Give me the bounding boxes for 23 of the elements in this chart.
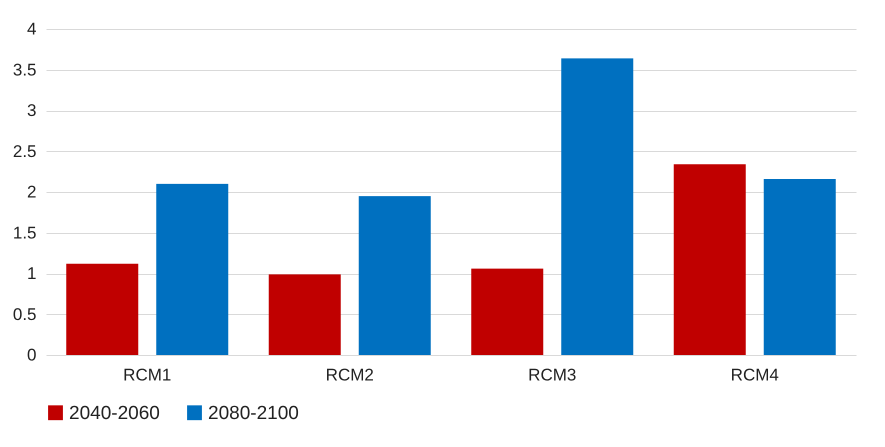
y-tick-label: 1.5	[12, 223, 36, 242]
y-tick-label: 0.5	[12, 304, 36, 324]
y-tick-label: 3	[27, 101, 36, 120]
y-tick-label: 0	[27, 346, 36, 364]
y-tick-label: 1	[27, 264, 36, 283]
y-tick-label: 2	[27, 182, 36, 202]
bar	[471, 268, 544, 355]
bar	[674, 164, 746, 355]
legend-label: 2080-2100	[208, 402, 299, 424]
bar	[764, 178, 836, 355]
y-tick-label: 3.5	[12, 60, 36, 80]
x-tick-label: RCM1	[123, 366, 172, 384]
x-tick-label: RCM4	[730, 366, 779, 384]
y-tick-label: 4	[27, 20, 36, 38]
bar	[268, 274, 341, 355]
y-tick-label: 2.5	[12, 142, 36, 161]
bar	[561, 58, 634, 355]
bar	[66, 264, 138, 355]
x-tick-label: RCM3	[528, 366, 576, 384]
bar	[358, 196, 431, 355]
x-tick-label: RCM2	[326, 366, 374, 384]
bar	[156, 184, 228, 355]
legend-label: 2040-2060	[69, 402, 160, 424]
